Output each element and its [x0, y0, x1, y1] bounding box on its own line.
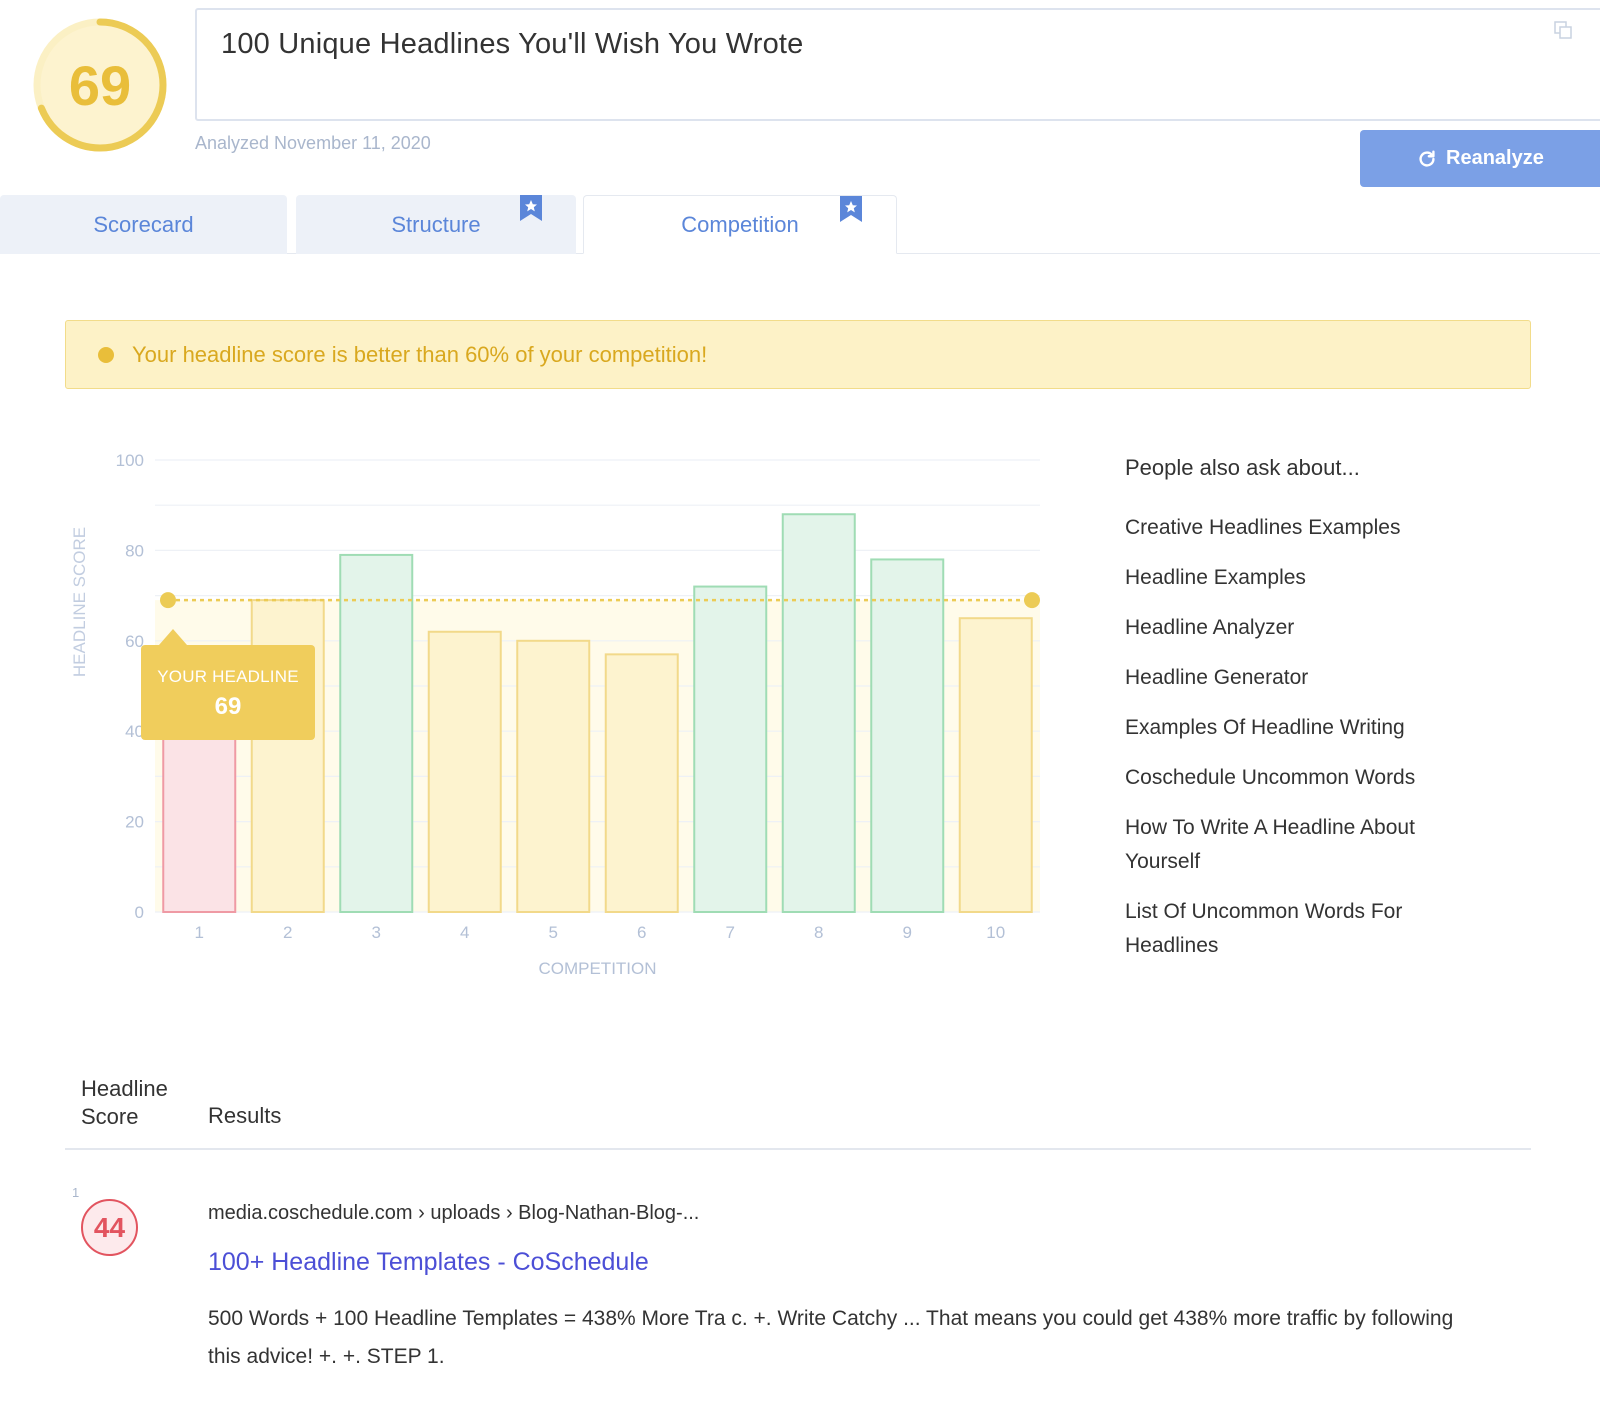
people-also-ask-item[interactable]: How To Write A Headline About Yourself: [1125, 816, 1415, 873]
score-ring-graphic: [33, 18, 167, 152]
reference-line-start-dot: [160, 592, 176, 609]
column-header-headline-score: Headline Score: [81, 1075, 168, 1131]
tab-competition-label: Competition: [681, 211, 799, 237]
x-tick-label: 6: [637, 923, 646, 942]
people-also-ask-item[interactable]: Coschedule Uncommon Words: [1125, 766, 1416, 789]
y-tick-label: 100: [116, 451, 144, 470]
copy-icon[interactable]: [1553, 20, 1573, 40]
x-tick-label: 9: [903, 923, 912, 942]
bar-5: [516, 639, 591, 914]
people-also-ask-item[interactable]: Headline Examples: [1125, 566, 1306, 589]
competition-chart-svg: 0 20 40 60 80 100 1 2 3 4 5 6 7 8 9 10 COMPETITION HEADLI…: [70, 451, 1040, 978]
bar-4: [427, 630, 502, 913]
your-headline-callout: YOUR HEADLINE 69: [141, 629, 315, 740]
tab-structure-label: Structure: [391, 211, 481, 237]
y-axis-label: HEADLINE SCORE: [70, 527, 89, 677]
row-title-link[interactable]: 100+ Headline Templates - CoSchedule: [208, 1248, 649, 1276]
bar-8: [781, 513, 856, 914]
people-also-ask-item[interactable]: Headline Analyzer: [1125, 616, 1295, 639]
y-tick-label: 40: [125, 722, 144, 741]
column-header-score-line1: Headline: [81, 1076, 168, 1101]
column-header-results: Results: [208, 1103, 282, 1128]
alert-dot-icon: [98, 346, 114, 363]
tab-competition[interactable]: Competition: [583, 195, 897, 254]
analyzed-date: Analyzed November 11, 2020: [195, 133, 431, 153]
bookmark-star-icon: [840, 196, 862, 222]
x-tick-label: 4: [460, 923, 469, 942]
y-tick-label: 80: [125, 541, 144, 560]
your-headline-value: 69: [214, 693, 242, 720]
bar-10: [958, 617, 1033, 913]
overall-score-ring: 69: [30, 15, 170, 155]
overall-score-value: 69: [68, 53, 132, 117]
people-also-ask-item[interactable]: Creative Headlines Examples: [1125, 516, 1401, 539]
x-tick-label: 7: [726, 923, 735, 942]
y-tick-label: 0: [135, 903, 144, 922]
bar-7: [693, 585, 768, 913]
your-headline-label: YOUR HEADLINE: [157, 667, 299, 686]
people-also-ask-item[interactable]: Headline Generator: [1125, 666, 1309, 689]
refresh-icon: [1419, 149, 1435, 167]
row-score-badge: 44: [81, 1199, 138, 1256]
alert-text: Your headline score is better than 60% o…: [132, 341, 708, 367]
headline-input-text[interactable]: 100 Unique Headlines You'll Wish You Wro…: [221, 28, 804, 60]
row-url: media.coschedule.com › uploads › Blog-Na…: [208, 1202, 700, 1224]
bar-3: [339, 553, 414, 913]
people-also-ask-title: People also ask about...: [1125, 455, 1360, 480]
people-also-ask-item[interactable]: Examples Of Headline Writing: [1125, 716, 1405, 739]
reanalyze-label: Reanalyze: [1446, 147, 1544, 169]
x-tick-label: 1: [195, 923, 204, 942]
tab-structure[interactable]: Structure: [296, 195, 576, 254]
x-axis-label: COMPETITION: [538, 959, 656, 978]
bar-1: [162, 712, 237, 913]
tab-scorecard[interactable]: Scorecard: [0, 195, 287, 254]
reference-line-end-dot: [1024, 592, 1040, 609]
bar-9: [870, 558, 945, 913]
row-snippet: 500 Words + 100 Headline Templates = 438…: [208, 1307, 1454, 1368]
competition-alert: Your headline score is better than 60% o…: [65, 320, 1531, 389]
bookmark-star-icon: [520, 195, 542, 221]
headline-input[interactable]: 100 Unique Headlines You'll Wish You Wro…: [195, 8, 1600, 121]
tab-scorecard-label: Scorecard: [93, 211, 194, 237]
table-header-divider: [65, 1148, 1531, 1150]
people-also-ask: People also ask about... Creative Headli…: [1125, 455, 1565, 979]
y-tick-label: 60: [125, 632, 144, 651]
column-header-score-line2: Score: [81, 1104, 139, 1129]
bar-6: [604, 653, 679, 914]
competition-chart: 0 20 40 60 80 100 1 2 3 4 5 6 7 8 9 10 COMPETITION HEADLI…: [60, 450, 1080, 1010]
x-tick-label: 3: [372, 923, 381, 942]
x-tick-label: 2: [283, 923, 292, 942]
y-tick-label: 20: [125, 813, 144, 832]
reanalyze-button[interactable]: Reanalyze: [1360, 130, 1600, 187]
people-also-ask-item[interactable]: List Of Uncommon Words For Headlines: [1125, 900, 1403, 957]
x-tick-label: 10: [986, 923, 1005, 942]
x-tick-label: 8: [814, 923, 823, 942]
x-tick-label: 5: [549, 923, 558, 942]
row-index: 1: [72, 1185, 80, 1200]
